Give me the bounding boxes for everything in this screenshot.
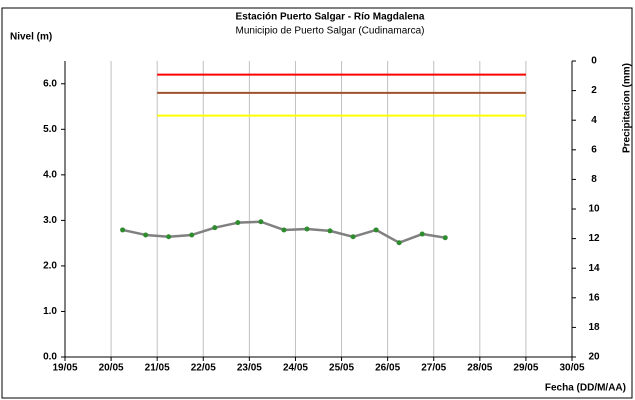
data-point xyxy=(419,231,425,237)
y2-tick-label: 8 xyxy=(591,174,597,185)
data-point xyxy=(120,227,126,233)
x-tick-label: 27/05 xyxy=(421,363,446,374)
y2-tick-label: 12 xyxy=(588,233,600,244)
chart-title: Estación Puerto Salgar - Río Magdalena xyxy=(236,12,425,23)
y-tick-label: 0.0 xyxy=(43,352,57,363)
y-tick-label: 4.0 xyxy=(43,169,57,180)
y2-tick-label: 6 xyxy=(591,144,597,155)
data-point xyxy=(350,234,356,240)
y-axis-label: Nivel (m) xyxy=(10,32,52,43)
x-tick-label: 29/05 xyxy=(513,363,538,374)
data-point xyxy=(212,225,218,231)
x-tick-label: 26/05 xyxy=(375,363,400,374)
y2-tick-label: 14 xyxy=(588,263,600,274)
chart-subtitle: Municipio de Puerto Salgar (Cudinamarca) xyxy=(236,26,425,37)
x-tick-label: 23/05 xyxy=(237,363,262,374)
y-tick-label: 3.0 xyxy=(43,215,57,226)
data-point xyxy=(327,228,333,234)
x-axis-label: Fecha (DD/M/AA) xyxy=(545,383,626,394)
y-tick-label: 1.0 xyxy=(43,306,57,317)
data-point xyxy=(442,235,448,241)
y-tick-label: 6.0 xyxy=(43,78,57,89)
x-tick-label: 19/05 xyxy=(52,363,77,374)
x-tick-label: 25/05 xyxy=(329,363,354,374)
y2-tick-label: 18 xyxy=(588,322,600,333)
y2-tick-label: 16 xyxy=(588,292,600,303)
x-tick-label: 22/05 xyxy=(191,363,216,374)
y2-tick-label: 10 xyxy=(588,204,600,215)
data-point xyxy=(396,240,402,246)
data-point xyxy=(281,227,287,233)
chart-frame xyxy=(1,7,633,399)
data-point xyxy=(235,220,241,226)
x-tick-label: 30/05 xyxy=(559,363,584,374)
y2-axis-label: Precipitacion (mm) xyxy=(622,63,633,153)
data-point xyxy=(258,219,264,225)
data-point xyxy=(304,226,310,232)
y2-tick-label: 0 xyxy=(591,56,597,67)
y2-tick-label: 20 xyxy=(588,352,600,363)
x-tick-label: 28/05 xyxy=(467,363,492,374)
data-point xyxy=(166,234,172,240)
data-point xyxy=(143,232,149,238)
x-tick-label: 21/05 xyxy=(145,363,170,374)
y-tick-label: 2.0 xyxy=(43,261,57,272)
y-tick-label: 5.0 xyxy=(43,124,57,135)
x-tick-label: 24/05 xyxy=(283,363,308,374)
x-tick-label: 20/05 xyxy=(99,363,124,374)
data-point xyxy=(373,227,379,233)
data-point xyxy=(189,232,195,238)
y2-tick-label: 2 xyxy=(591,85,597,96)
y2-tick-label: 4 xyxy=(591,115,597,126)
